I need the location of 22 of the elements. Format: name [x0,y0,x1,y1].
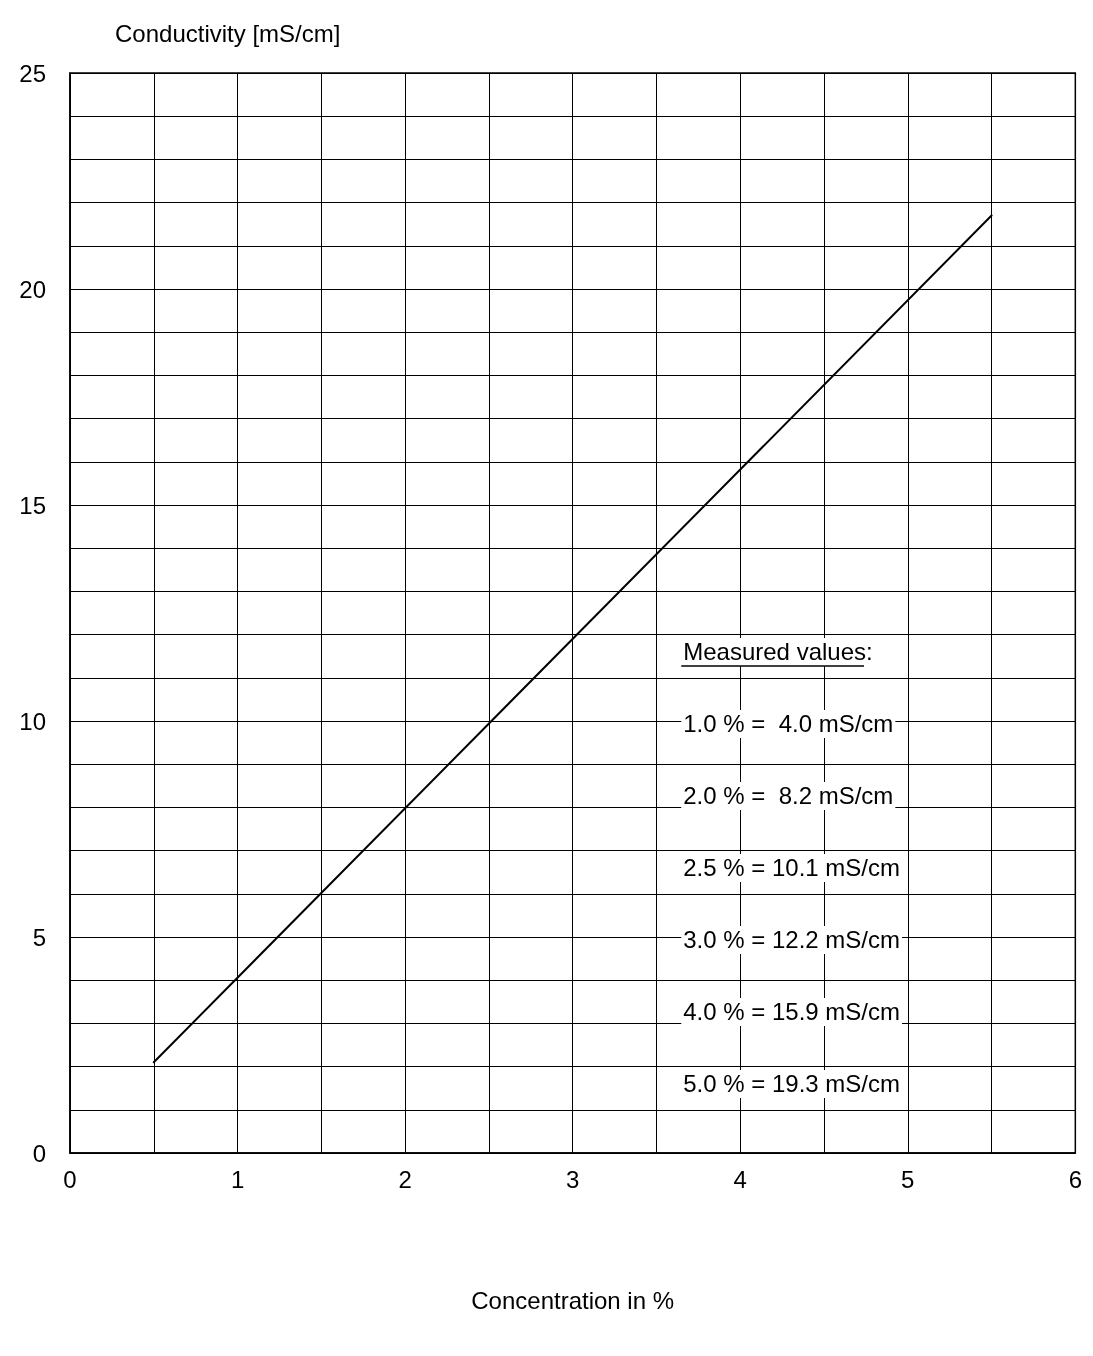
y-tick-label: 5 [32,923,46,951]
y-tick-label: 20 [19,275,46,303]
annotation: 3.0 % = 12.2 mS/cm [683,926,900,954]
annotation: 2.0 % = 8.2 mS/cm [683,782,894,810]
y-tick-label: 25 [19,59,46,87]
y-tick-label: 15 [19,491,46,519]
annotation: 4.0 % = 15.9 mS/cm [683,998,900,1026]
y-tick-label: 10 [19,707,46,735]
y-axis-title: Conductivity [mS/cm] [115,19,341,47]
x-tick-label: 5 [901,1165,915,1193]
x-tick-label: 3 [565,1165,580,1193]
x-tick-label: 0 [63,1165,77,1193]
x-axis-title: Concentration in % [471,1286,675,1314]
annotation: 5.0 % = 19.3 mS/cm [683,1070,900,1098]
x-tick-label: 4 [733,1165,747,1193]
x-tick-label: 2 [398,1165,412,1193]
x-tick-label: 6 [1068,1165,1083,1193]
annotation: 2.5 % = 10.1 mS/cm [683,854,900,882]
x-tick-label: 1 [230,1165,245,1193]
annotation: 1.0 % = 4.0 mS/cm [683,710,894,738]
y-tick-label: 0 [32,1139,46,1167]
annotation: Measured values: [683,638,873,666]
